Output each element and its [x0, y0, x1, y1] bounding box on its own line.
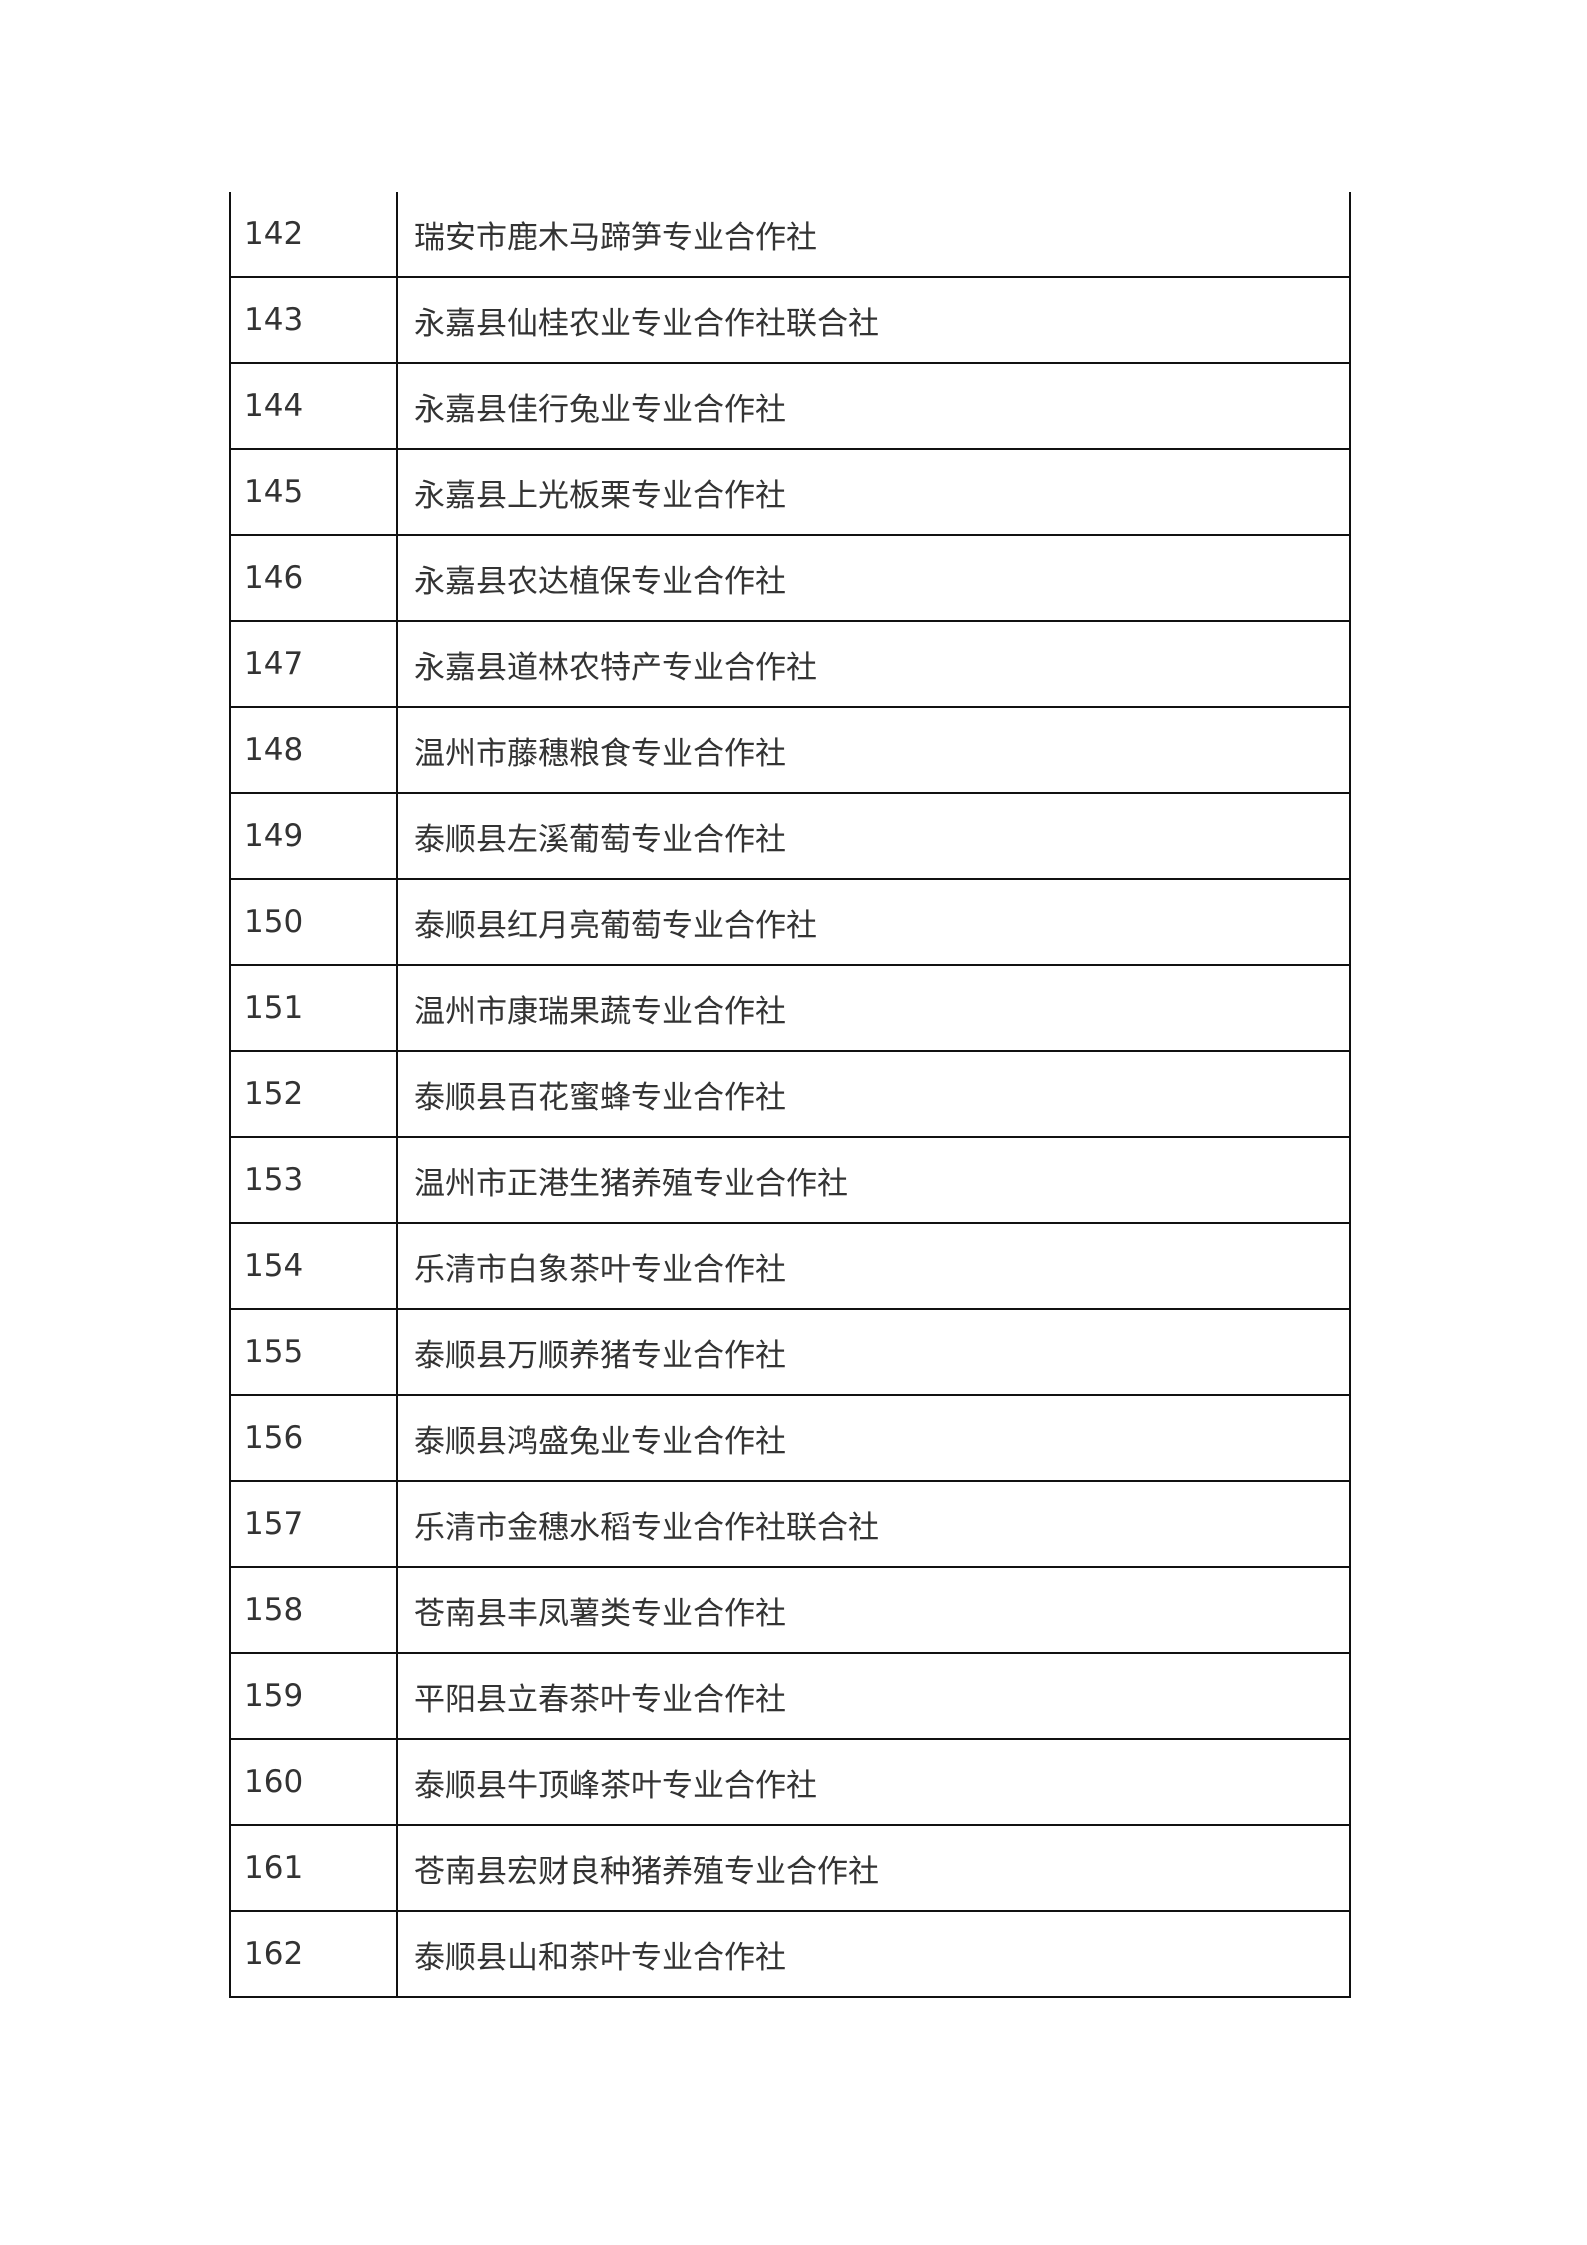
cooperative-name: 苍南县丰凤薯类专业合作社	[396, 1566, 1351, 1654]
row-number: 157	[229, 1480, 398, 1568]
table-row: 155 泰顺县万顺养猪专业合作社	[229, 1308, 1351, 1396]
cooperative-name: 永嘉县道林农特产专业合作社	[396, 620, 1351, 708]
cooperative-name: 泰顺县百花蜜蜂专业合作社	[396, 1050, 1351, 1138]
table-row: 152 泰顺县百花蜜蜂专业合作社	[229, 1050, 1351, 1138]
table-row: 159 平阳县立春茶叶专业合作社	[229, 1652, 1351, 1740]
row-number: 147	[229, 620, 398, 708]
table-row: 160 泰顺县牛顶峰茶叶专业合作社	[229, 1738, 1351, 1826]
cooperative-name: 瑞安市鹿木马蹄笋专业合作社	[396, 192, 1351, 278]
row-number: 146	[229, 534, 398, 622]
row-number: 161	[229, 1824, 398, 1912]
cooperative-name: 温州市藤穗粮食专业合作社	[396, 706, 1351, 794]
table-row: 162 泰顺县山和茶叶专业合作社	[229, 1910, 1351, 1998]
table-row: 157 乐清市金穗水稻专业合作社联合社	[229, 1480, 1351, 1568]
row-number: 144	[229, 362, 398, 450]
table-row: 143 永嘉县仙桂农业专业合作社联合社	[229, 276, 1351, 364]
table-row: 149 泰顺县左溪葡萄专业合作社	[229, 792, 1351, 880]
cooperative-name: 泰顺县鸿盛兔业专业合作社	[396, 1394, 1351, 1482]
table-row: 154 乐清市白象茶叶专业合作社	[229, 1222, 1351, 1310]
table-body: 142 瑞安市鹿木马蹄笋专业合作社 143 永嘉县仙桂农业专业合作社联合社 144 永嘉县…	[229, 192, 1351, 1998]
table-row: 156 泰顺县鸿盛兔业专业合作社	[229, 1394, 1351, 1482]
row-number: 148	[229, 706, 398, 794]
table-row: 153 温州市正港生猪养殖专业合作社	[229, 1136, 1351, 1224]
cooperative-name: 永嘉县仙桂农业专业合作社联合社	[396, 276, 1351, 364]
cooperative-name: 泰顺县山和茶叶专业合作社	[396, 1910, 1351, 1998]
table-row: 146 永嘉县农达植保专业合作社	[229, 534, 1351, 622]
table-row: 158 苍南县丰凤薯类专业合作社	[229, 1566, 1351, 1654]
table-row: 151 温州市康瑞果蔬专业合作社	[229, 964, 1351, 1052]
table-row: 142 瑞安市鹿木马蹄笋专业合作社	[229, 192, 1351, 278]
table-row: 161 苍南县宏财良种猪养殖专业合作社	[229, 1824, 1351, 1912]
row-number: 159	[229, 1652, 398, 1740]
row-number: 153	[229, 1136, 398, 1224]
row-number: 151	[229, 964, 398, 1052]
row-number: 160	[229, 1738, 398, 1826]
cooperative-name: 泰顺县左溪葡萄专业合作社	[396, 792, 1351, 880]
row-number: 152	[229, 1050, 398, 1138]
cooperative-name: 泰顺县红月亮葡萄专业合作社	[396, 878, 1351, 966]
cooperative-name: 泰顺县万顺养猪专业合作社	[396, 1308, 1351, 1396]
row-number: 145	[229, 448, 398, 536]
table-row: 150 泰顺县红月亮葡萄专业合作社	[229, 878, 1351, 966]
table-row: 148 温州市藤穗粮食专业合作社	[229, 706, 1351, 794]
row-number: 162	[229, 1910, 398, 1998]
cooperative-name: 平阳县立春茶叶专业合作社	[396, 1652, 1351, 1740]
cooperative-name: 温州市正港生猪养殖专业合作社	[396, 1136, 1351, 1224]
cooperative-list-table: 142 瑞安市鹿木马蹄笋专业合作社 143 永嘉县仙桂农业专业合作社联合社 144 永嘉县…	[229, 192, 1351, 1998]
cooperative-name: 永嘉县上光板栗专业合作社	[396, 448, 1351, 536]
cooperative-name: 乐清市金穗水稻专业合作社联合社	[396, 1480, 1351, 1568]
cooperative-name: 乐清市白象茶叶专业合作社	[396, 1222, 1351, 1310]
row-number: 158	[229, 1566, 398, 1654]
row-number: 155	[229, 1308, 398, 1396]
cooperative-name: 苍南县宏财良种猪养殖专业合作社	[396, 1824, 1351, 1912]
row-number: 142	[229, 192, 398, 278]
cooperative-name: 泰顺县牛顶峰茶叶专业合作社	[396, 1738, 1351, 1826]
row-number: 154	[229, 1222, 398, 1310]
row-number: 150	[229, 878, 398, 966]
table-row: 147 永嘉县道林农特产专业合作社	[229, 620, 1351, 708]
row-number: 143	[229, 276, 398, 364]
row-number: 149	[229, 792, 398, 880]
table-row: 145 永嘉县上光板栗专业合作社	[229, 448, 1351, 536]
cooperative-name: 温州市康瑞果蔬专业合作社	[396, 964, 1351, 1052]
cooperative-name: 永嘉县农达植保专业合作社	[396, 534, 1351, 622]
cooperative-name: 永嘉县佳行兔业专业合作社	[396, 362, 1351, 450]
table-row: 144 永嘉县佳行兔业专业合作社	[229, 362, 1351, 450]
row-number: 156	[229, 1394, 398, 1482]
